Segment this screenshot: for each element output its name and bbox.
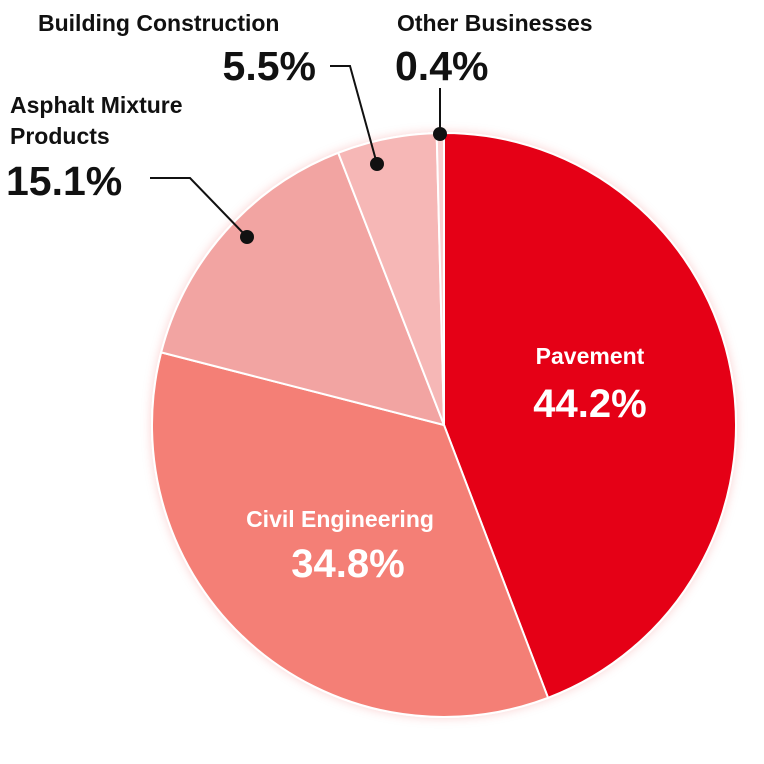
slice-value-pavement: 44.2% xyxy=(533,382,646,426)
pie-slice-asphalt xyxy=(160,151,445,426)
pie-slice-pavement xyxy=(443,132,737,699)
slice-label-pavement: Pavement xyxy=(536,343,645,369)
leader-line-asphalt xyxy=(150,177,248,238)
slice-label-other-businesses: Other Businesses xyxy=(397,10,593,36)
slice-value-civil-engineering: 34.8% xyxy=(291,542,404,586)
slice-value-asphalt: 15.1% xyxy=(6,158,122,204)
slice-label-asphalt-line1: Asphalt Mixture xyxy=(10,92,183,118)
leader-dot-other xyxy=(433,127,447,141)
slice-label-building-construction: Building Construction xyxy=(38,10,279,36)
slice-label-civil-engineering: Civil Engineering xyxy=(246,506,434,532)
slice-value-other-businesses: 0.4% xyxy=(395,43,488,89)
pie-slice-civil xyxy=(151,351,550,718)
leader-dot-asphalt xyxy=(240,230,254,244)
slice-label-asphalt-line2: Products xyxy=(10,123,110,149)
pie-slices xyxy=(151,131,737,718)
leader-dot-building xyxy=(370,157,384,171)
slice-value-building-construction: 5.5% xyxy=(223,43,316,89)
leader-line-building xyxy=(330,65,378,165)
